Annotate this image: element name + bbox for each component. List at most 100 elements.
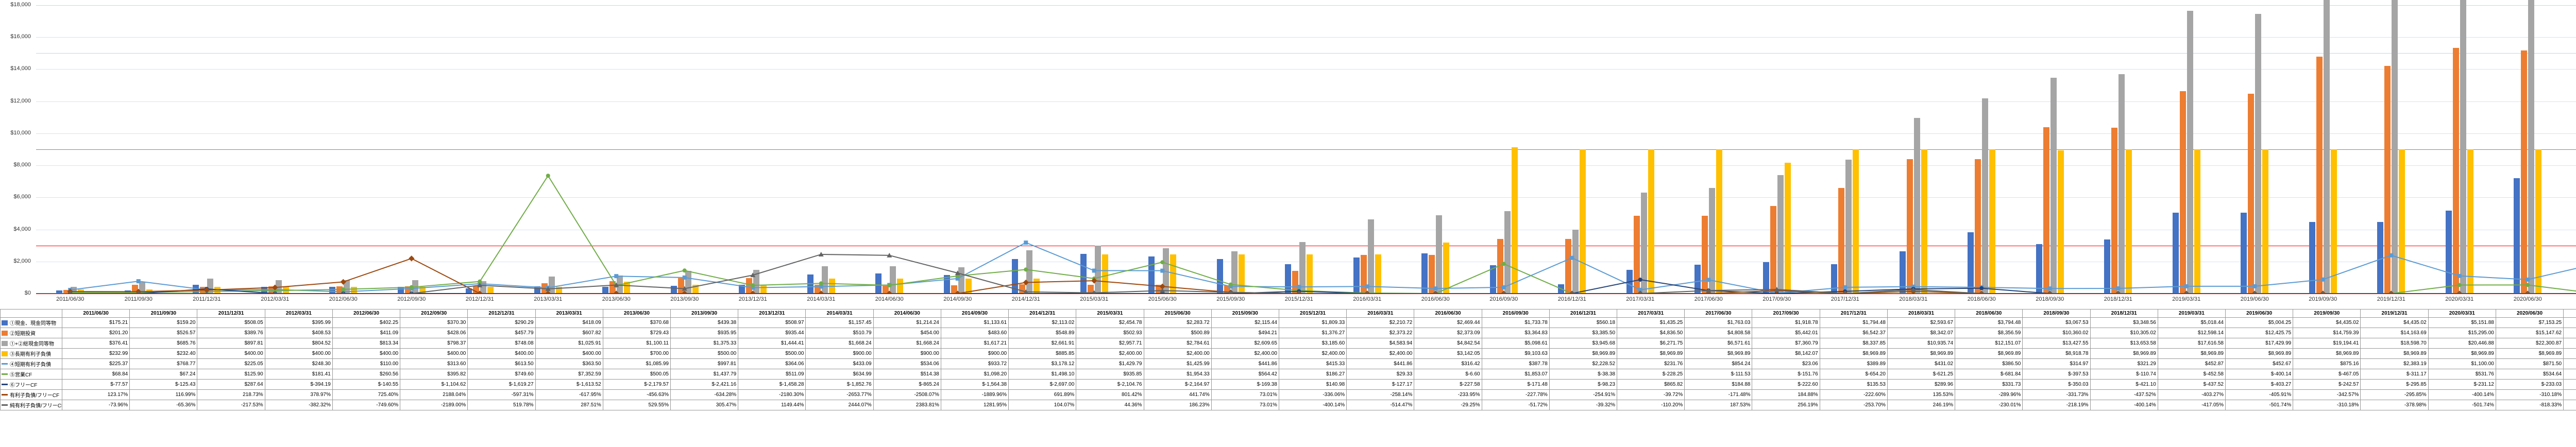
bar-cashsum <box>890 266 896 293</box>
bar-stinv <box>2180 91 2186 293</box>
bar-cashsum <box>549 277 555 293</box>
bar-ltdebt <box>829 279 835 293</box>
x-axis-label: 2015/12/31 <box>1265 296 1333 302</box>
bar-cashsum <box>1231 251 1238 293</box>
bar-cash <box>125 290 131 293</box>
bar-stinv <box>951 285 957 293</box>
bar-cashsum <box>958 267 964 293</box>
bar-ltdebt <box>556 287 562 293</box>
bar-cash <box>1694 265 1701 293</box>
bar-stinv <box>336 286 343 293</box>
bar-cashsum <box>1914 118 1920 293</box>
x-axis-label: 2014/03/31 <box>787 296 856 302</box>
bar-stinv <box>1702 216 1708 293</box>
bar-ltdebt <box>1785 163 1791 293</box>
x-axis-label: 2017/09/30 <box>1743 296 1811 302</box>
bar-cash <box>466 288 472 293</box>
x-axis-label: 2017/03/31 <box>1606 296 1675 302</box>
bar-ltdebt <box>1648 149 1654 293</box>
bar-cashsum <box>276 280 282 293</box>
bar-cash <box>1080 254 1087 293</box>
bar-ltdebt <box>1512 147 1518 293</box>
bar-ltdebt <box>2467 149 2473 293</box>
bar-cash <box>875 273 882 293</box>
bar-cash <box>1968 232 1974 293</box>
bar-cash <box>2309 222 2315 293</box>
bar-stinv <box>2043 127 2049 293</box>
bar-cashsum <box>1572 230 1579 293</box>
bar-stinv <box>1907 159 1913 293</box>
bar-cashsum <box>2119 74 2125 293</box>
bar-cashsum <box>753 270 759 293</box>
row-header-ltdebt: ③長期有利子負債 <box>1 349 62 359</box>
bar-cashsum <box>2050 78 2057 293</box>
bar-cashsum <box>1163 248 1169 293</box>
bar-cashsum <box>2460 0 2466 293</box>
bar-cash <box>944 275 950 293</box>
bar-ltdebt <box>1443 243 1449 293</box>
bar-cashsum <box>480 281 486 293</box>
bar-ltdebt <box>2262 149 2268 293</box>
x-axis-label: 2015/06/30 <box>1128 296 1197 302</box>
bar-stinv <box>1361 255 1367 293</box>
bar-cashsum <box>2324 0 2330 293</box>
bar-ltdebt <box>214 287 221 293</box>
bar-cashsum <box>1095 246 1101 293</box>
bar-ltdebt <box>1580 149 1586 293</box>
bar-cash <box>2514 178 2520 293</box>
bar-cash <box>671 286 677 293</box>
x-axis-label: 2013/09/30 <box>651 296 719 302</box>
bar-cash <box>1217 259 1223 293</box>
bar-stinv <box>1292 271 1298 293</box>
bar-ltdebt <box>1716 149 1722 293</box>
bar-cash <box>807 274 814 293</box>
row-header-netdebtcf: 純有利子負債/フリーCF <box>1 400 62 410</box>
bar-cash <box>329 287 335 294</box>
row-header-cashsum: ①+②総現金同等物 <box>1 338 62 349</box>
x-axis-label: 2012/03/31 <box>241 296 310 302</box>
bar-ltdebt <box>1375 254 1381 293</box>
bar-cashsum <box>344 280 350 293</box>
bar-ltdebt <box>1921 149 1927 293</box>
bar-cashsum <box>139 282 145 293</box>
x-axis-label: 2020/09/30 <box>2562 296 2576 302</box>
bar-cashsum <box>1368 219 1374 293</box>
bar-ltdebt <box>2058 150 2064 293</box>
x-axis-label: 2018/12/31 <box>2084 296 2153 302</box>
x-axis-label: 2013/06/30 <box>582 296 651 302</box>
bar-cashsum <box>412 280 418 293</box>
bar-cash <box>2036 244 2042 293</box>
bar-ltdebt <box>283 287 289 293</box>
data-table: 2011/06/302011/09/302011/12/312012/03/31… <box>0 309 2576 410</box>
bar-stinv <box>609 281 616 293</box>
bar-stinv <box>746 278 752 293</box>
x-axis-label: 2020/06/30 <box>2494 296 2562 302</box>
bar-ltdebt <box>1307 254 1313 293</box>
x-axis-label: 2013/03/31 <box>514 296 583 302</box>
x-axis-label: 2015/03/31 <box>1060 296 1129 302</box>
bar-stinv <box>1497 239 1503 293</box>
row-header-stdebt: ④短期有利子負債 <box>1 359 62 369</box>
bar-cashsum <box>2255 14 2261 293</box>
x-axis-label: 2014/06/30 <box>855 296 924 302</box>
x-axis-label: 2016/03/31 <box>1333 296 1402 302</box>
bar-stinv <box>1634 216 1640 293</box>
bar-stinv <box>2384 66 2391 293</box>
bar-stinv <box>2111 128 2117 293</box>
x-axis-label: 2014/09/30 <box>924 296 992 302</box>
bar-cashsum <box>617 276 623 293</box>
bar-ltdebt <box>1989 149 1995 293</box>
bar-stinv <box>1975 159 1981 293</box>
bar-cash <box>534 286 540 293</box>
bar-cash <box>1558 284 1564 293</box>
bar-ltdebt <box>2331 149 2337 293</box>
bar-ltdebt <box>1853 149 1859 293</box>
bar-stinv <box>2248 94 2254 293</box>
bar-cashsum <box>2528 0 2534 293</box>
bar-cashsum <box>1709 188 1715 293</box>
bar-stinv <box>1156 285 1162 293</box>
bar-cashsum <box>71 287 77 293</box>
x-axis-label: 2011/06/30 <box>36 296 105 302</box>
bar-cash <box>2104 239 2110 293</box>
bar-ltdebt <box>1239 254 1245 293</box>
